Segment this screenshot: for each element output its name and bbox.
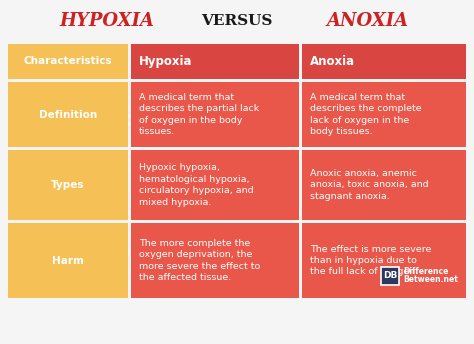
Text: Characteristics: Characteristics xyxy=(24,56,112,66)
Text: Difference: Difference xyxy=(403,268,448,277)
Text: DB: DB xyxy=(383,271,397,280)
Text: Hypoxia: Hypoxia xyxy=(139,55,192,68)
Bar xyxy=(8,44,128,79)
Text: Between.net: Between.net xyxy=(403,276,458,284)
Text: The more complete the
oxygen deprivation, the
more severe the effect to
the affe: The more complete the oxygen deprivation… xyxy=(139,239,260,282)
Bar xyxy=(8,150,128,220)
Text: Harm: Harm xyxy=(52,256,84,266)
Bar xyxy=(302,223,466,298)
FancyBboxPatch shape xyxy=(381,267,399,285)
Bar xyxy=(8,82,128,147)
Text: HYPOXIA: HYPOXIA xyxy=(60,12,155,30)
Bar xyxy=(131,150,299,220)
Bar xyxy=(302,44,466,79)
Text: Types: Types xyxy=(51,180,85,190)
Text: VERSUS: VERSUS xyxy=(201,14,273,28)
Text: Definition: Definition xyxy=(39,109,97,119)
Bar xyxy=(131,82,299,147)
Bar xyxy=(302,82,466,147)
Bar xyxy=(8,223,128,298)
Bar xyxy=(131,223,299,298)
Bar xyxy=(131,44,299,79)
Text: Hypoxic hypoxia,
hematological hypoxia,
circulatory hypoxia, and
mixed hypoxia.: Hypoxic hypoxia, hematological hypoxia, … xyxy=(139,163,254,207)
Text: A medical term that
describes the partial lack
of oxygen in the body
tissues.: A medical term that describes the partia… xyxy=(139,93,259,136)
Text: ANOXIA: ANOXIA xyxy=(326,12,408,30)
Text: Anoxia: Anoxia xyxy=(310,55,355,68)
Text: The effect is more severe
than in hypoxia due to
the full lack of oxygen.: The effect is more severe than in hypoxi… xyxy=(310,245,431,277)
Bar xyxy=(302,150,466,220)
Text: A medical term that
describes the complete
lack of oxygen in the
body tissues.: A medical term that describes the comple… xyxy=(310,93,422,136)
Text: Anoxic anoxia, anemic
anoxia, toxic anoxia, and
stagnant anoxia.: Anoxic anoxia, anemic anoxia, toxic anox… xyxy=(310,169,428,201)
